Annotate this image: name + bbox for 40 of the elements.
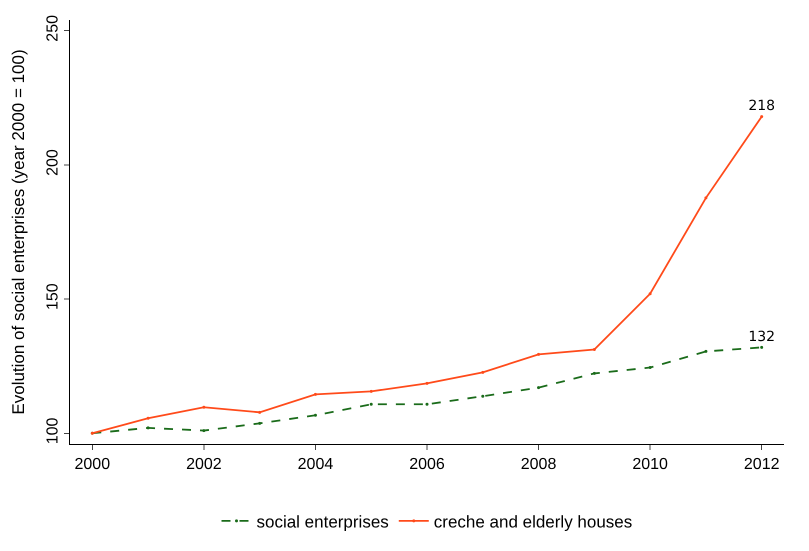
point (592, 348, 596, 352)
y-tick-label: 150 (44, 283, 62, 310)
point (426, 402, 428, 406)
point (314, 414, 317, 417)
point (592, 372, 596, 375)
legend-label: social enterprises (256, 512, 389, 532)
point (760, 346, 764, 349)
point (648, 292, 652, 296)
data-label: 218 (748, 98, 776, 114)
point (258, 422, 262, 425)
point (648, 366, 652, 370)
x-tick-label: 2008 (520, 456, 556, 474)
point (202, 429, 206, 432)
point (704, 350, 708, 353)
x-tick-label: 2010 (632, 456, 668, 474)
point (537, 386, 540, 390)
y-tick-label: 100 (44, 417, 62, 444)
legend-label: creche and elderly houses (434, 512, 632, 532)
x-tick-label: 2000 (74, 456, 110, 474)
data-label: 132 (748, 329, 776, 346)
point (426, 382, 428, 385)
point (370, 402, 373, 406)
y-tick-label: 200 (44, 149, 62, 176)
y-tick-label: 250 (44, 14, 62, 42)
x-tick-label: 2004 (298, 456, 334, 474)
point (370, 390, 373, 393)
point (146, 426, 150, 430)
y-axis-title: Evolution of social enterprises (year 2000 = 100) (9, 49, 28, 415)
x-tick-label: 2002 (186, 456, 222, 474)
x-tick-label: 2012 (744, 456, 780, 474)
point (481, 370, 484, 374)
point (314, 392, 317, 396)
point (537, 352, 540, 356)
point (202, 406, 206, 409)
point (704, 196, 708, 200)
point (146, 416, 150, 420)
x-tick-label: 2006 (409, 456, 445, 474)
point (760, 115, 764, 118)
point (258, 410, 262, 414)
point (481, 394, 484, 398)
